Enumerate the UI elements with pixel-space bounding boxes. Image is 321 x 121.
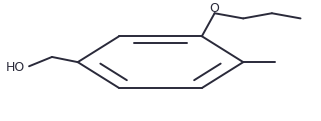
Text: HO: HO — [6, 61, 25, 74]
Text: O: O — [210, 2, 220, 15]
